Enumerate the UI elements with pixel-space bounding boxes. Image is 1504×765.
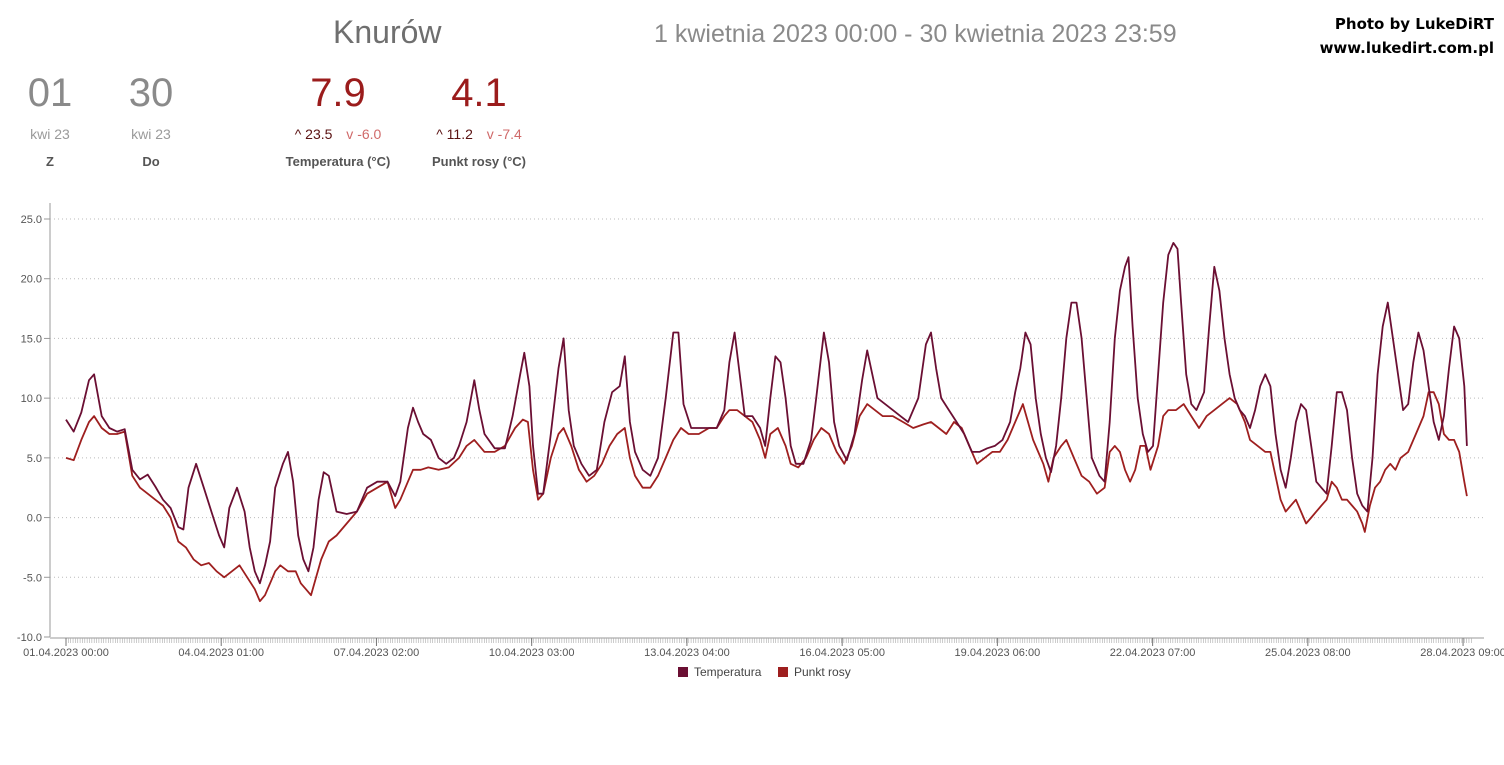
stat-temperature: 7.9 ^ 23.5 v -6.0 Temperatura (°C) (278, 70, 398, 169)
weather-line-chart: 25.0 20.0 15.0 10.0 5.0 0.0 -5.0 -10.0 01.04.20… (17, 203, 1504, 679)
y-tick-label: 20.0 (21, 274, 42, 286)
arrow-down-icon: v (346, 126, 354, 142)
dewpoint-value: 4.1 (451, 71, 507, 115)
dewpoint-max: ^ 11.2 (436, 126, 473, 142)
chart-legend[interactable]: Temperatura Punkt rosy (678, 665, 851, 679)
station-name: Knurów (333, 14, 442, 50)
legend-item-dewpoint[interactable]: Punkt rosy (778, 665, 851, 679)
dewpoint-label: Punkt rosy (°C) (431, 154, 527, 169)
chart-x-axis: 01.04.2023 00:00 04.04.2023 01:00 07.04.20… (23, 637, 1504, 659)
arrow-up-icon: ^ (294, 126, 302, 142)
arrow-up-icon: ^ (436, 126, 443, 142)
legend-label: Punkt rosy (794, 665, 851, 679)
y-tick-label: 5.0 (27, 453, 42, 465)
y-tick-label: 0.0 (27, 513, 42, 525)
temperature-max: ^ 23.5 (294, 126, 333, 142)
x-tick-label: 28.04.2023 09:00 (1420, 647, 1504, 659)
date-range: 1 kwietnia 2023 00:00 - 30 kwietnia 2023… (654, 20, 1177, 48)
arrow-down-icon: v (486, 126, 494, 142)
to-month: kwi 23 (131, 126, 171, 142)
y-tick-label: 15.0 (21, 333, 42, 345)
x-tick-label: 01.04.2023 00:00 (23, 647, 109, 659)
chart-series (65, 242, 1468, 603)
x-tick-label: 13.04.2023 04:00 (644, 647, 730, 659)
legend-label: Temperatura (694, 665, 762, 679)
credit-line-2: www.lukedirt.com.pl (1319, 39, 1494, 57)
y-tick-label: 10.0 (21, 393, 42, 405)
to-day: 30 (128, 71, 174, 115)
temperature-label: Temperatura (°C) (285, 154, 391, 169)
stat-dewpoint: 4.1 ^ 11.2 v -7.4 Punkt rosy (°C) (420, 70, 538, 169)
stat-to: 30 kwi 23 Do (120, 70, 182, 169)
y-tick-label: -10.0 (17, 632, 42, 644)
temperature-min: v -6.0 (346, 126, 382, 142)
from-month: kwi 23 (30, 126, 70, 142)
x-tick-label: 10.04.2023 03:00 (489, 647, 575, 659)
x-tick-label: 25.04.2023 08:00 (1265, 647, 1351, 659)
to-label: Do (142, 154, 160, 169)
stat-from: 01 kwi 23 Z (20, 70, 80, 169)
legend-swatch (678, 667, 688, 677)
credit-line-1: Photo by LukeDiRT (1334, 15, 1494, 33)
x-tick-label: 07.04.2023 02:00 (334, 647, 420, 659)
temperature-minmax: ^ 23.5 v -6.0 (278, 126, 398, 142)
from-label: Z (46, 154, 54, 169)
dewpoint-min: v -7.4 (486, 126, 522, 142)
x-tick-label: 04.04.2023 01:00 (178, 647, 264, 659)
from-day: 01 (27, 71, 73, 115)
photo-credit: Photo by LukeDiRT www.lukedirt.com.pl (1320, 12, 1494, 60)
legend-swatch (778, 667, 788, 677)
dewpoint-series-line (65, 391, 1468, 603)
y-tick-label: -5.0 (23, 572, 42, 584)
temperature-value: 7.9 (310, 71, 366, 115)
x-tick-label: 22.04.2023 07:00 (1110, 647, 1196, 659)
y-tick-label: 25.0 (21, 214, 42, 226)
x-tick-label: 19.04.2023 06:00 (955, 647, 1041, 659)
dewpoint-minmax: ^ 11.2 v -7.4 (420, 126, 538, 142)
legend-item-temperature[interactable]: Temperatura (678, 665, 762, 679)
x-tick-label: 16.04.2023 05:00 (799, 647, 885, 659)
chart-grid: 25.0 20.0 15.0 10.0 5.0 0.0 -5.0 -10.0 (17, 203, 1484, 644)
temperature-series-line (65, 242, 1468, 585)
